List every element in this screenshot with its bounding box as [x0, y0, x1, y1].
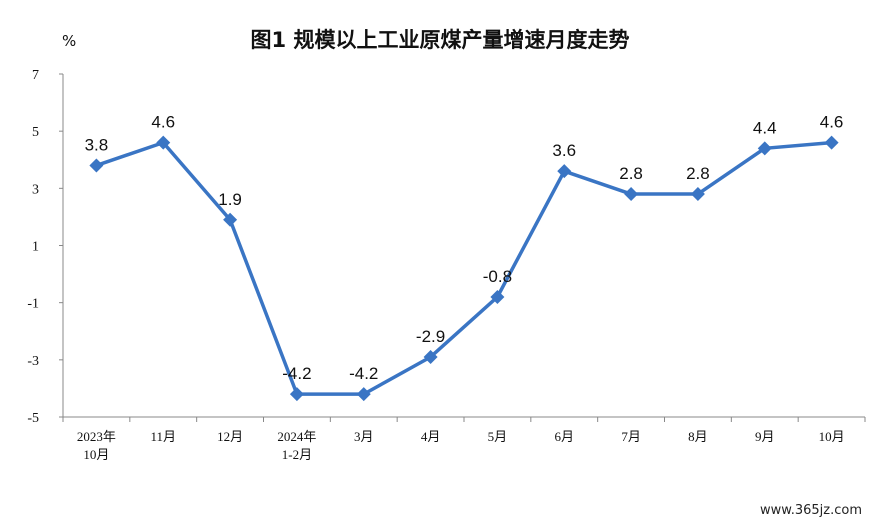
y-tick-label: 3 [32, 182, 39, 197]
y-tick-label: 1 [32, 240, 39, 255]
data-point-marker [356, 387, 371, 402]
data-label: 1.9 [218, 190, 242, 209]
x-tick-label: 12月 [217, 429, 243, 444]
data-points [89, 135, 839, 402]
data-point-marker [89, 158, 104, 173]
data-label: -4.2 [349, 364, 378, 383]
y-tick-label: 5 [32, 125, 39, 140]
data-label: 2.8 [686, 164, 710, 183]
x-tick-label: 3月 [354, 429, 374, 444]
data-point-marker [690, 187, 705, 202]
x-tick-label: 6月 [554, 429, 574, 444]
data-label: 3.6 [552, 141, 576, 160]
data-point-marker [223, 212, 238, 227]
x-tick-label: 2024年 1-2月 [277, 429, 316, 462]
x-tick-label: 7月 [621, 429, 641, 444]
x-tick-label: 8月 [688, 429, 708, 444]
data-point-marker [289, 387, 304, 402]
data-point-marker [490, 289, 505, 304]
data-label: -0.8 [483, 267, 512, 286]
data-point-marker [156, 135, 171, 150]
data-labels: 3.8 4.6 1.9 -4.2 -4.2 -2.9 -0.8 3.6 2.8 2.8 4.4 4.6 [85, 113, 844, 384]
data-label: 3.8 [85, 135, 109, 154]
axes: 7 5 3 1 -1 -3 -5 2023年 10月 11月 12月 2024年 1-2月 3月 4月 5月 6… [27, 68, 866, 462]
y-tick-label: -1 [27, 297, 39, 312]
data-label: -4.2 [282, 364, 311, 383]
y-tick-label: 7 [32, 68, 39, 83]
x-tick-label: 9月 [755, 429, 775, 444]
data-label: -2.9 [416, 327, 445, 346]
series-line-group [95, 140, 832, 396]
data-label: 4.4 [753, 118, 777, 137]
data-point-marker [557, 164, 572, 179]
y-tick-label: -3 [27, 354, 39, 369]
data-label: 4.6 [820, 113, 844, 132]
chart-title: 图1 规模以上工业原煤产量增速月度走势 [251, 28, 630, 52]
x-tick-label: 5月 [488, 429, 508, 444]
y-tick-label: -5 [27, 411, 39, 426]
data-label: 4.6 [151, 113, 175, 132]
x-tick-label: 10月 [819, 429, 845, 444]
data-point-marker [423, 349, 438, 364]
data-point-marker [757, 141, 772, 156]
x-tick-label: 11月 [150, 429, 176, 444]
y-axis-unit: % [62, 32, 76, 50]
data-point-marker [624, 187, 639, 202]
data-label: 2.8 [619, 164, 643, 183]
data-point-marker [824, 135, 839, 150]
x-tick-label: 2023年 10月 [77, 429, 116, 462]
watermark: www.365jz.com [760, 503, 862, 518]
x-tick-label: 4月 [421, 429, 441, 444]
series-line [95, 140, 832, 396]
